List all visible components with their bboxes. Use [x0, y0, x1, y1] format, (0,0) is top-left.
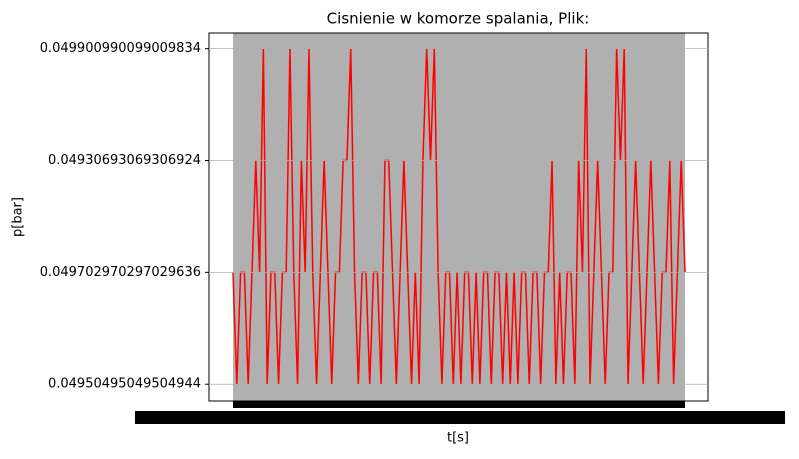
y-tick-label: 0.049702970297029636 [40, 265, 201, 280]
y-axis-label: p[bar] [11, 197, 26, 237]
chart-title: Cisnienie w komorze spalania, Plik: [327, 10, 590, 28]
x-ticks-band [233, 401, 685, 408]
y-tick-label: 0.049900990099009834 [40, 41, 201, 56]
y-tick-label: 0.04950495049504944 [48, 377, 201, 392]
x-axis-label: t[s] [447, 431, 469, 446]
x-tick-labels-overlap [135, 411, 785, 424]
y-tick-label: 0.04930693069306924 [48, 153, 201, 168]
